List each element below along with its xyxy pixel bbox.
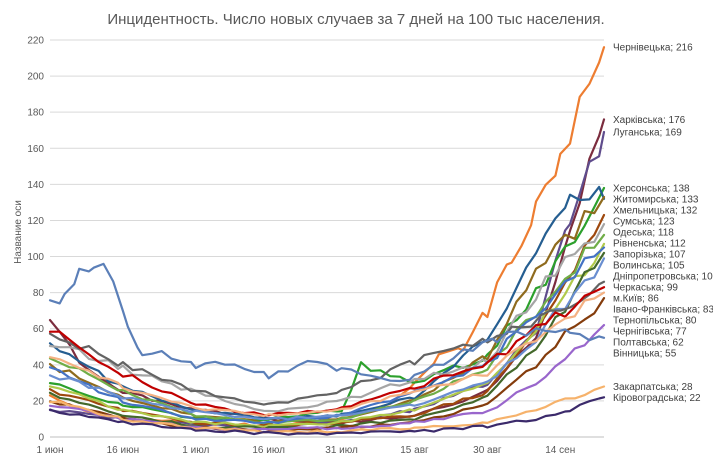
series-end-label: Полтавська; 62 bbox=[613, 337, 684, 348]
series-end-label: Херсонська; 138 bbox=[613, 183, 690, 194]
series-end-label: Рівненська; 112 bbox=[613, 238, 686, 249]
series-line-10 bbox=[48, 246, 606, 424]
y-tick-label: 220 bbox=[27, 36, 44, 47]
y-tick-label: 40 bbox=[33, 360, 45, 371]
series-line-12 bbox=[48, 257, 606, 421]
series-end-label: Запорізька; 107 bbox=[613, 249, 686, 260]
series-end-label: Одеська; 118 bbox=[613, 227, 674, 238]
y-tick-label: 20 bbox=[33, 396, 45, 407]
y-tick-label: 180 bbox=[27, 108, 44, 119]
series-end-label: Житомирська; 133 bbox=[613, 194, 699, 205]
series-end-label: Закарпатська; 28 bbox=[613, 382, 693, 393]
series-end-label: Чернівецька; 216 bbox=[613, 43, 693, 54]
x-tick-label: 14 сен bbox=[545, 445, 575, 456]
series-end-label: Сумська; 123 bbox=[613, 216, 675, 227]
series-line-15 bbox=[48, 291, 606, 418]
y-tick-label: 160 bbox=[27, 144, 44, 155]
x-tick-label: 16 июн bbox=[107, 445, 140, 456]
x-tick-label: 30 авг bbox=[473, 445, 502, 456]
y-tick-label: 0 bbox=[38, 433, 44, 444]
series-line-4 bbox=[48, 185, 606, 421]
x-tick-label: 16 июл bbox=[252, 445, 285, 456]
y-tick-label: 200 bbox=[27, 72, 44, 83]
series-line-19 bbox=[48, 385, 606, 434]
series-end-labels: Чернівецька; 216 Харківська; 176 Луганська… bbox=[613, 43, 713, 404]
series-end-label: Луганська; 169 bbox=[613, 128, 682, 139]
series-end-label: Харківська; 176 bbox=[613, 115, 686, 126]
x-tick-label: 31 июл bbox=[325, 445, 358, 456]
y-tick-label: 120 bbox=[27, 216, 44, 227]
x-tick-label: 1 июл bbox=[182, 445, 209, 456]
series-end-label: Кіровоградська; 22 bbox=[613, 393, 701, 404]
x-tick-labels: 1 июн 16 июн 1 июл 16 июл 31 июл 15 авг 30 авг… bbox=[37, 445, 576, 456]
series-end-label: м.Київ; 86 bbox=[613, 293, 659, 304]
series-end-label: Хмельницька; 132 bbox=[613, 205, 698, 216]
series-end-label: Черкаська; 99 bbox=[613, 282, 678, 293]
series-end-label: Чернігівська; 77 bbox=[613, 326, 687, 337]
series-line-1 bbox=[48, 118, 606, 425]
series-line-3 bbox=[48, 186, 606, 422]
series-line-8 bbox=[48, 233, 606, 425]
grid-layer bbox=[50, 39, 604, 438]
y-tick-label: 140 bbox=[27, 180, 44, 191]
series-line-13 bbox=[48, 280, 606, 406]
y-tick-labels: 0 20 40 60 80 100 120 140 160 180 200 220 bbox=[27, 36, 44, 444]
series-layer bbox=[48, 46, 606, 436]
x-tick-label: 15 авг bbox=[400, 445, 429, 456]
chart-title: Инцидентность. Число новых случаев за 7 … bbox=[107, 11, 604, 28]
series-end-label: Вінницька; 55 bbox=[613, 348, 677, 359]
y-tick-label: 100 bbox=[27, 252, 44, 263]
x-tick-label: 1 июн bbox=[37, 445, 64, 456]
series-end-label: Івано-Франківська; 83 bbox=[613, 304, 713, 315]
series-line-20 bbox=[48, 396, 606, 436]
series-end-label: Тернопільська; 80 bbox=[613, 315, 697, 326]
y-tick-label: 80 bbox=[33, 288, 45, 299]
series-line-7 bbox=[48, 223, 606, 413]
y-axis-title: Название оси bbox=[13, 200, 24, 264]
series-end-label: Волинська; 105 bbox=[613, 260, 685, 271]
series-end-label: Дніпропетровська; 102 bbox=[613, 271, 713, 282]
series-line-18 bbox=[48, 262, 606, 383]
y-tick-label: 60 bbox=[33, 324, 45, 335]
